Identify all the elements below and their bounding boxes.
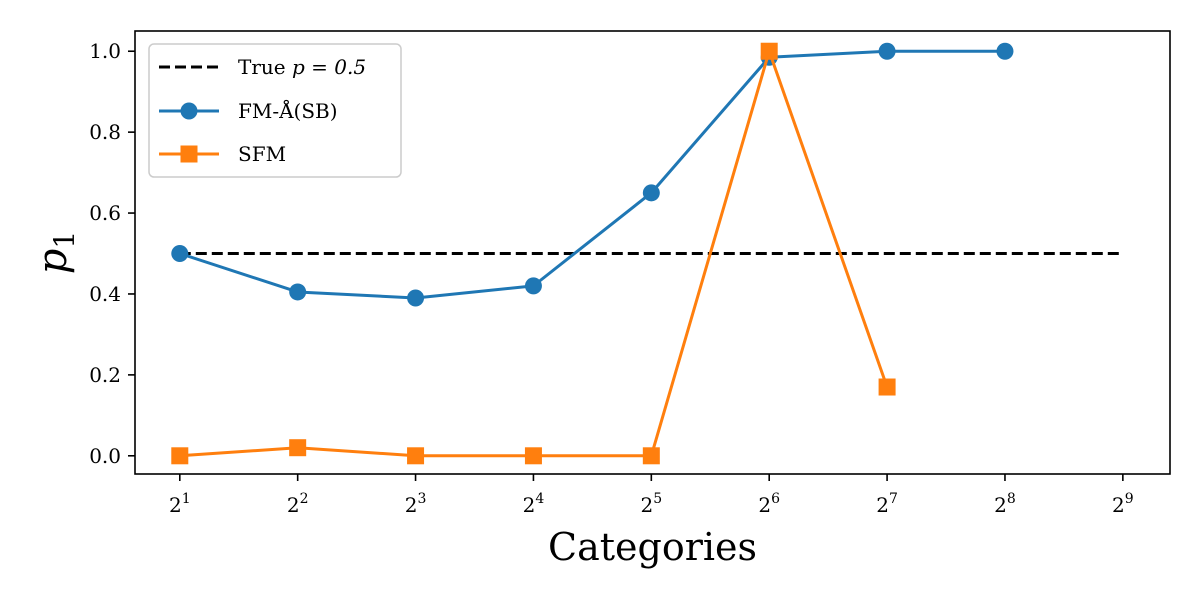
x-tick-label: 26 [758, 491, 780, 517]
data-point [642, 447, 660, 465]
data-point [524, 277, 542, 295]
axes-frame [134, 30, 1171, 475]
y-tick-label: 0.6 [89, 201, 121, 225]
legend-label: FM-Å(SB) [238, 98, 338, 123]
legend-item-1: True p = 0.5 [159, 55, 366, 79]
y-tick-label: 0.2 [89, 363, 121, 387]
y-tick-label: 0.4 [89, 282, 121, 306]
y-tick-label: 1.0 [89, 39, 121, 63]
legend-label: True p = 0.5 [238, 55, 366, 79]
x-tick-label: 24 [523, 491, 545, 517]
series-line [178, 49, 1007, 300]
y-axis-title: p1 [30, 231, 81, 274]
data-point [878, 378, 896, 396]
data-point [407, 289, 425, 307]
legend-item-3: SFM [159, 142, 286, 166]
x-tick-label: 25 [640, 491, 662, 517]
y-tick-label: 0.8 [89, 120, 121, 144]
x-axis-title: Categories [548, 525, 757, 569]
x-tick-label: 27 [876, 491, 898, 517]
x-tick-label: 29 [1112, 491, 1134, 517]
legend-label: SFM [238, 142, 286, 166]
y-tick-label: 0.0 [89, 444, 121, 468]
legend-item-2: FM-Å(SB) [159, 98, 338, 123]
data-point [524, 447, 542, 465]
legend: True p = 0.5 FM-Å(SB) SFM [148, 43, 402, 178]
x-tick-label: 22 [287, 491, 309, 517]
legend-marker [180, 145, 198, 163]
data-point [760, 42, 778, 60]
x-tick-label: 21 [169, 491, 191, 517]
legend-box [148, 43, 402, 178]
legend-marker [180, 102, 198, 120]
data-point [407, 447, 425, 465]
data-point [171, 447, 189, 465]
axes: 0.0 0.2 0.4 0.6 0.8 1.0 21 22 23 24 25 26 27 28 29 Cate… [30, 30, 1171, 569]
x-tick-label: 23 [405, 491, 427, 517]
x-tick-label: 28 [994, 491, 1016, 517]
plot-area [171, 42, 1123, 465]
data-point [996, 42, 1014, 60]
data-point [289, 439, 307, 457]
data-point [878, 42, 896, 60]
data-point [171, 245, 189, 263]
data-point [289, 283, 307, 301]
series-3 [171, 42, 896, 465]
data-point [642, 184, 660, 202]
